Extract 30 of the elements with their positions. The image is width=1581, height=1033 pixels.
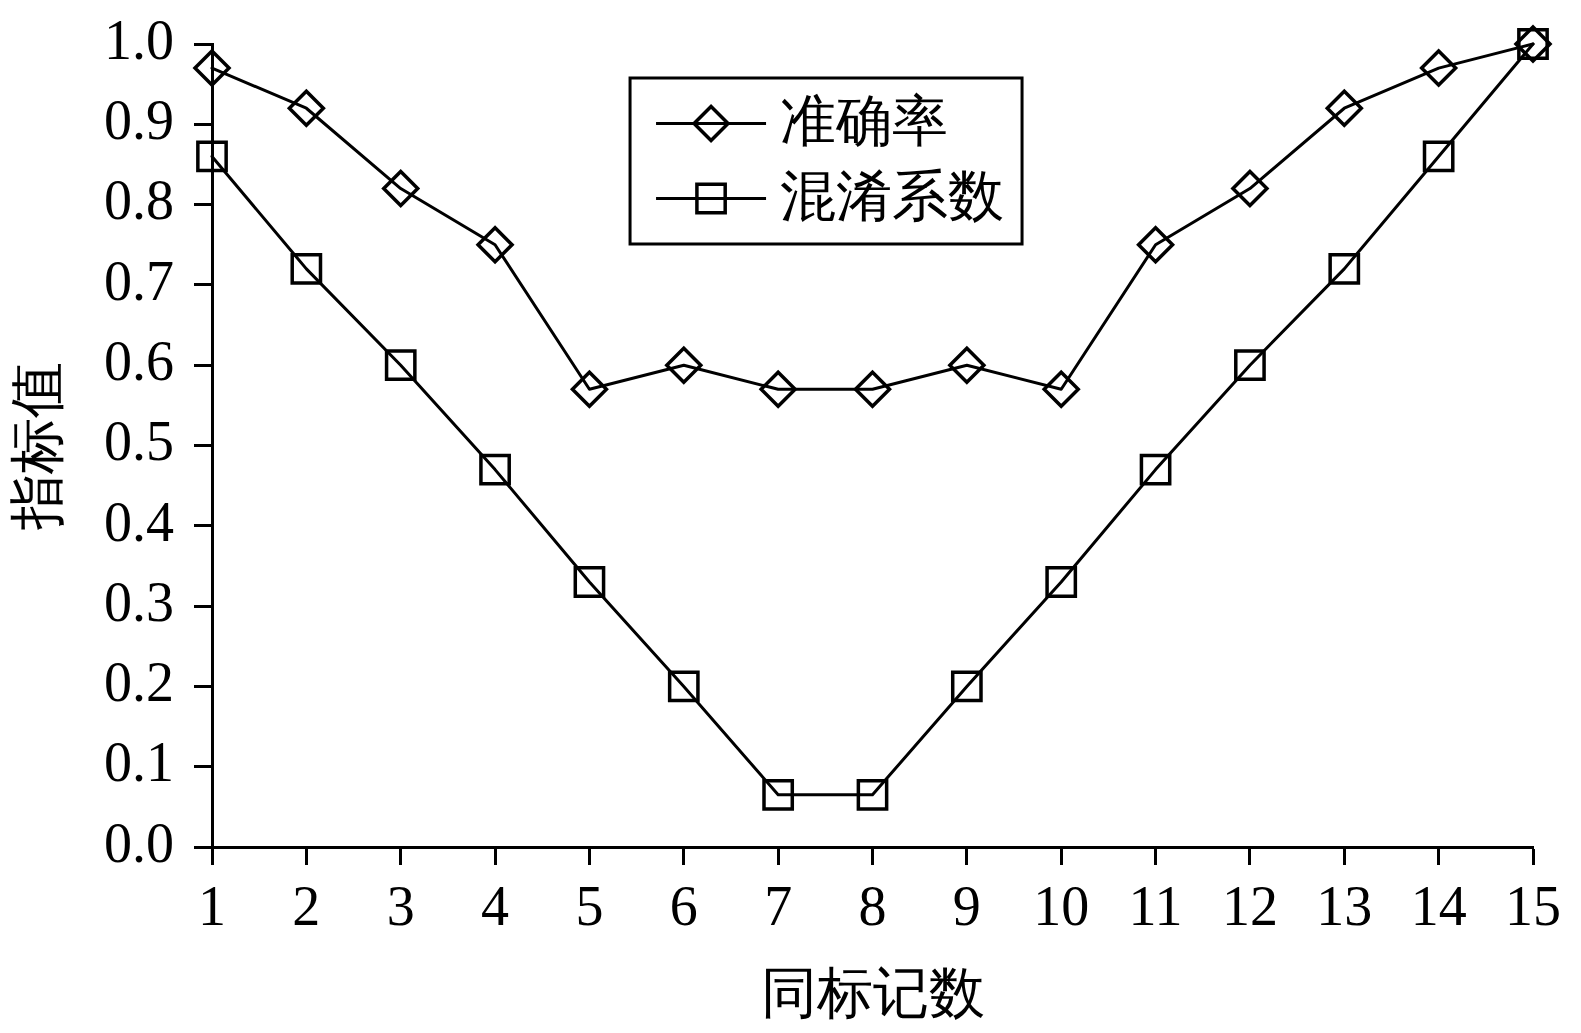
y-tick-label: 0.8 (104, 169, 174, 232)
y-tick-label: 0.3 (104, 570, 174, 633)
x-tick-label: 1 (198, 875, 226, 938)
x-tick-label: 13 (1316, 875, 1373, 938)
x-tick-label: 9 (952, 875, 981, 938)
y-tick-label: 0.6 (104, 329, 174, 392)
y-tick-label: 1.0 (104, 8, 174, 71)
y-tick-label: 0.1 (104, 731, 174, 794)
y-tick-label: 0.2 (104, 651, 174, 714)
x-tick-label: 5 (575, 875, 604, 938)
x-tick-label: 8 (858, 875, 887, 938)
x-tick-label: 2 (292, 875, 321, 938)
legend-label: 混淆系数 (780, 165, 1005, 228)
y-tick-label: 0.5 (104, 410, 174, 473)
x-tick-label: 4 (481, 875, 510, 938)
x-tick-label: 7 (764, 875, 793, 938)
y-tick-label: 0.0 (104, 811, 174, 874)
y-tick-label: 0.7 (104, 249, 174, 312)
x-tick-label: 3 (386, 875, 415, 938)
x-tick-label: 6 (669, 875, 698, 938)
y-tick-label: 0.9 (104, 89, 174, 151)
x-tick-label: 10 (1033, 875, 1090, 938)
y-axis-title: 指标值 (6, 361, 69, 531)
y-tick-label: 0.4 (104, 490, 174, 553)
legend-label: 准确率 (780, 90, 949, 153)
x-tick-label: 15 (1505, 875, 1561, 938)
x-tick-label: 14 (1410, 875, 1467, 938)
x-tick-label: 12 (1221, 875, 1278, 938)
x-tick-label: 11 (1128, 875, 1183, 938)
x-axis-title: 同标记数 (760, 962, 985, 1025)
